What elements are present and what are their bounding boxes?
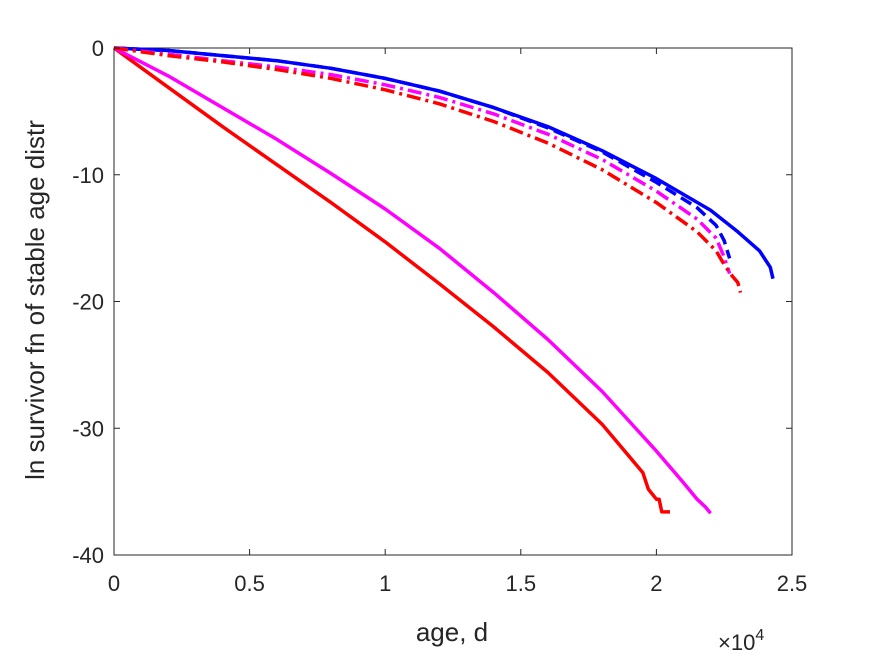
y-axis-label: ln survivor fn of stable age distr	[20, 120, 50, 480]
plot-area	[114, 48, 792, 555]
x-axis-multiplier-exponent: 4	[755, 627, 764, 644]
y-tick-label: -40	[72, 543, 104, 568]
y-tick-label: -20	[72, 290, 104, 315]
line-chart: 0 0.5 1 1.5 2 2.5 0 -10 -20 -30 -40 age, d ln sur…	[0, 0, 875, 656]
x-tick-label: 0.5	[234, 571, 265, 596]
x-axis-multiplier: ×104	[718, 627, 764, 655]
y-tick-label: -30	[72, 416, 104, 441]
y-tick-label: -10	[72, 163, 104, 188]
x-axis-label: age, d	[416, 617, 488, 647]
x-tick-label: 1.5	[506, 571, 537, 596]
plot-frame	[114, 48, 792, 555]
x-tick-label: 2.5	[777, 571, 808, 596]
x-tick-label: 1	[379, 571, 391, 596]
x-tick-label: 2	[650, 571, 662, 596]
x-tick-label: 0	[108, 571, 120, 596]
x-axis-multiplier-base: ×10	[718, 630, 755, 655]
y-tick-label: 0	[92, 36, 104, 61]
